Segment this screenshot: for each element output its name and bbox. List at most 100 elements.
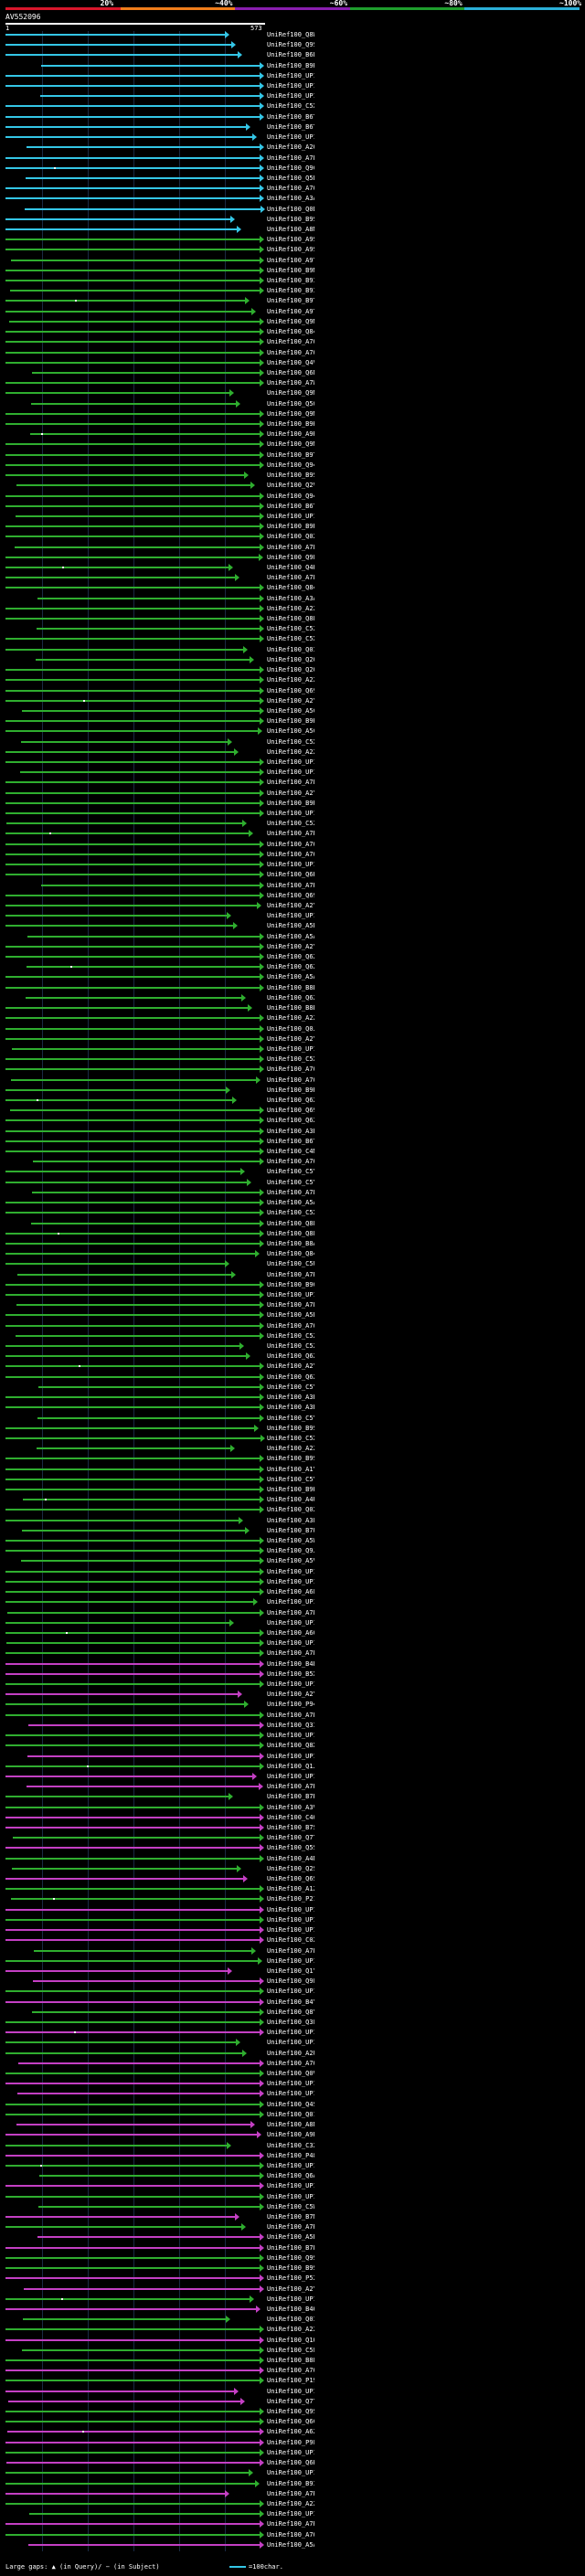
hit-row[interactable]: UniRef100_A7PGJ0	[5, 574, 576, 582]
hit-row[interactable]: UniRef100_Q4V3D9	[5, 358, 576, 367]
hit-row[interactable]: UniRef100_UP1000..	[5, 2469, 576, 2477]
hit-row[interactable]: UniRef100_A7PBK7	[5, 543, 576, 552]
hit-row[interactable]: UniRef100_UP1000..	[5, 2161, 576, 2170]
hit-row[interactable]: UniRef100_A2YF64	[5, 789, 576, 798]
hit-label[interactable]: UniRef100_A5BJ29	[267, 922, 314, 930]
hit-row[interactable]: UniRef100_UP1000..	[5, 1639, 576, 1648]
hit-row[interactable]: UniRef100_Q2SQU4	[5, 1864, 576, 1873]
hit-row[interactable]: UniRef100_B9HIT2	[5, 717, 576, 726]
hit-row[interactable]: UniRef100_A5V9R7	[5, 1557, 576, 1565]
hit-row[interactable]: UniRef100_A9TWP7	[5, 307, 576, 316]
hit-row[interactable]: UniRef100_Q8L484	[5, 1229, 576, 1238]
hit-row[interactable]: UniRef100_UP1000..	[5, 1956, 576, 1966]
hit-row[interactable]: UniRef100_B9HH69	[5, 1486, 576, 1494]
hit-row[interactable]: UniRef100_UP1000..	[5, 1598, 576, 1606]
hit-row[interactable]: UniRef100_A7RJ23	[5, 2520, 576, 2528]
hit-row[interactable]: UniRef100_A6ZPL7	[5, 2428, 576, 2436]
hit-label[interactable]: UniRef100_Q9SJE4	[267, 41, 314, 49]
hit-row[interactable]: UniRef100_A7Q016	[5, 850, 576, 859]
hit-label[interactable]: UniRef100_B6T9E5	[267, 1137, 314, 1145]
hit-label[interactable]: UniRef100_Q6Z5B2	[267, 1352, 314, 1361]
hit-row[interactable]: UniRef100_B7RXZ7	[5, 1793, 576, 1801]
hit-label[interactable]: UniRef100_B9T6P9	[267, 451, 314, 459]
hit-label[interactable]: UniRef100_C4MCY7	[267, 1148, 314, 1156]
hit-row[interactable]: UniRef100_B9SG56	[5, 1424, 576, 1433]
hit-label[interactable]: UniRef100_Q2QZ20	[267, 666, 314, 674]
hit-row[interactable]: UniRef100_UP1000..	[5, 1567, 576, 1576]
hit-row[interactable]: UniRef100_Q9FNE6	[5, 1977, 576, 1986]
hit-label[interactable]: UniRef100_B9SU13	[267, 472, 314, 480]
hit-label[interactable]: UniRef100_A5C7S6	[267, 706, 314, 715]
hit-row[interactable]: UniRef100_Q3F0E5	[5, 2019, 576, 2027]
hit-label[interactable]: UniRef100_Q0IW03	[267, 2316, 314, 2324]
hit-row[interactable]: UniRef100_UP1000..	[5, 861, 576, 869]
hit-row[interactable]: UniRef100_A7PGJ2	[5, 1301, 576, 1309]
hit-label[interactable]: UniRef100_B9HIT2	[267, 717, 314, 726]
hit-label[interactable]: UniRef100_A5AHV1	[267, 932, 314, 940]
hit-row[interactable]: UniRef100_C5YA73	[5, 1168, 576, 1176]
hit-label[interactable]: UniRef100_C5ZUF9	[267, 820, 314, 828]
hit-label[interactable]: UniRef100_B8BE93	[267, 1004, 314, 1012]
hit-row[interactable]: UniRef100_A7Q3C8	[5, 2530, 576, 2539]
hit-row[interactable]: UniRef100_Q8L6K5	[5, 615, 576, 623]
hit-label[interactable]: UniRef100_A7RZV5	[267, 1783, 314, 1791]
hit-label[interactable]: UniRef100_UP1000..	[267, 861, 314, 869]
hit-label[interactable]: UniRef100_A7QJ16	[267, 338, 314, 346]
hit-label[interactable]: UniRef100_UP1000..	[267, 2510, 314, 2518]
hit-label[interactable]: UniRef100_B9SG56	[267, 1424, 314, 1432]
hit-row[interactable]: UniRef100_A1YZA0	[5, 1465, 576, 1474]
hit-label[interactable]: UniRef100_B9IED1	[267, 2479, 314, 2487]
hit-row[interactable]: UniRef100_A7R8B0	[5, 830, 576, 838]
hit-label[interactable]: UniRef100_B8AHV1	[267, 1239, 314, 1247]
hit-row[interactable]: UniRef100_Q4KY59	[5, 563, 576, 572]
hit-label[interactable]: UniRef100_A7PGJ4	[267, 1608, 314, 1617]
hit-label[interactable]: UniRef100_B7PKZ8	[267, 2243, 314, 2252]
hit-label[interactable]: UniRef100_A7Q4D2	[267, 840, 314, 848]
hit-label[interactable]: UniRef100_UP1000..	[267, 1639, 314, 1648]
hit-label[interactable]: UniRef100_A5AHV0	[267, 1199, 314, 1207]
hit-row[interactable]: UniRef100_P9F350	[5, 2438, 576, 2447]
hit-row[interactable]: UniRef100_B8BEV4	[5, 983, 576, 992]
hit-row[interactable]: UniRef100_Q84J89	[5, 584, 576, 592]
hit-label[interactable]: UniRef100_Q02JQ4	[267, 1506, 314, 1514]
hit-row[interactable]: UniRef100_Q02JQ4	[5, 1506, 576, 1514]
hit-label[interactable]: UniRef100_Q69K03	[267, 686, 314, 694]
hit-label[interactable]: UniRef100_A5BBM5	[267, 1311, 314, 1320]
hit-label[interactable]: UniRef100_Q69U01	[267, 891, 314, 899]
hit-row[interactable]: UniRef100_B8LP86	[5, 2356, 576, 2365]
hit-row[interactable]: UniRef100_Q9SDQ5	[5, 2253, 576, 2263]
hit-row[interactable]: UniRef100_A8MW47	[5, 226, 576, 234]
hit-label[interactable]: UniRef100_UP1000..	[267, 2080, 314, 2088]
hit-row[interactable]: UniRef100_A7R8S3	[5, 881, 576, 890]
hit-label[interactable]: UniRef100_C5UPU6	[267, 1260, 314, 1268]
hit-label[interactable]: UniRef100_A7Q3C9	[267, 2367, 314, 2375]
hit-label[interactable]: UniRef100_UP1000..	[267, 71, 314, 80]
hit-row[interactable]: UniRef100_Q9M456	[5, 409, 576, 419]
hit-row[interactable]: UniRef100_UP1000..	[5, 2090, 576, 2098]
hit-label[interactable]: UniRef100_UP1000..	[267, 810, 314, 818]
hit-row[interactable]: UniRef100_B9RY61	[5, 523, 576, 531]
hit-row[interactable]: UniRef100_A7QF28	[5, 1158, 576, 1166]
hit-row[interactable]: UniRef100_B9MW44	[5, 266, 576, 275]
hit-row[interactable]: UniRef100_C5Z4T0	[5, 1342, 576, 1351]
hit-row[interactable]: UniRef100_Q6H4H7	[5, 2459, 576, 2467]
hit-label[interactable]: UniRef100_A2YF62	[267, 696, 314, 705]
hit-label[interactable]: UniRef100_A7QDE9	[267, 2059, 314, 2067]
hit-label[interactable]: UniRef100_C5XBD3	[267, 1055, 314, 1064]
hit-label[interactable]: UniRef100_P94111	[267, 1701, 314, 1709]
hit-label[interactable]: UniRef100_A7PGJ1	[267, 1649, 314, 1658]
hit-label[interactable]: UniRef100_B9SXQ6	[267, 1455, 314, 1463]
hit-label[interactable]: UniRef100_Q3IU39	[267, 1721, 314, 1729]
hit-row[interactable]: UniRef100_UP1000..	[5, 769, 576, 777]
hit-label[interactable]: UniRef100_UP1000..	[267, 1680, 314, 1689]
hit-row[interactable]: UniRef100_A2Z0E1	[5, 1014, 576, 1023]
hit-row[interactable]: UniRef100_Q84J97	[5, 328, 576, 336]
hit-label[interactable]: UniRef100_Q3F0E5	[267, 2019, 314, 2026]
hit-label[interactable]: UniRef100_A3LC25	[267, 1516, 314, 1524]
hit-label[interactable]: UniRef100_UP1000..	[267, 1577, 314, 1585]
hit-label[interactable]: UniRef100_A7PGJ3	[267, 1711, 314, 1719]
hit-label[interactable]: UniRef100_A9TWP7	[267, 307, 314, 315]
hit-label[interactable]: UniRef100_C0ZCC7	[267, 1936, 314, 1945]
hit-row[interactable]: UniRef100_A2ZUL4	[5, 2326, 576, 2334]
hit-label[interactable]: UniRef100_A1YZA0	[267, 1465, 314, 1473]
